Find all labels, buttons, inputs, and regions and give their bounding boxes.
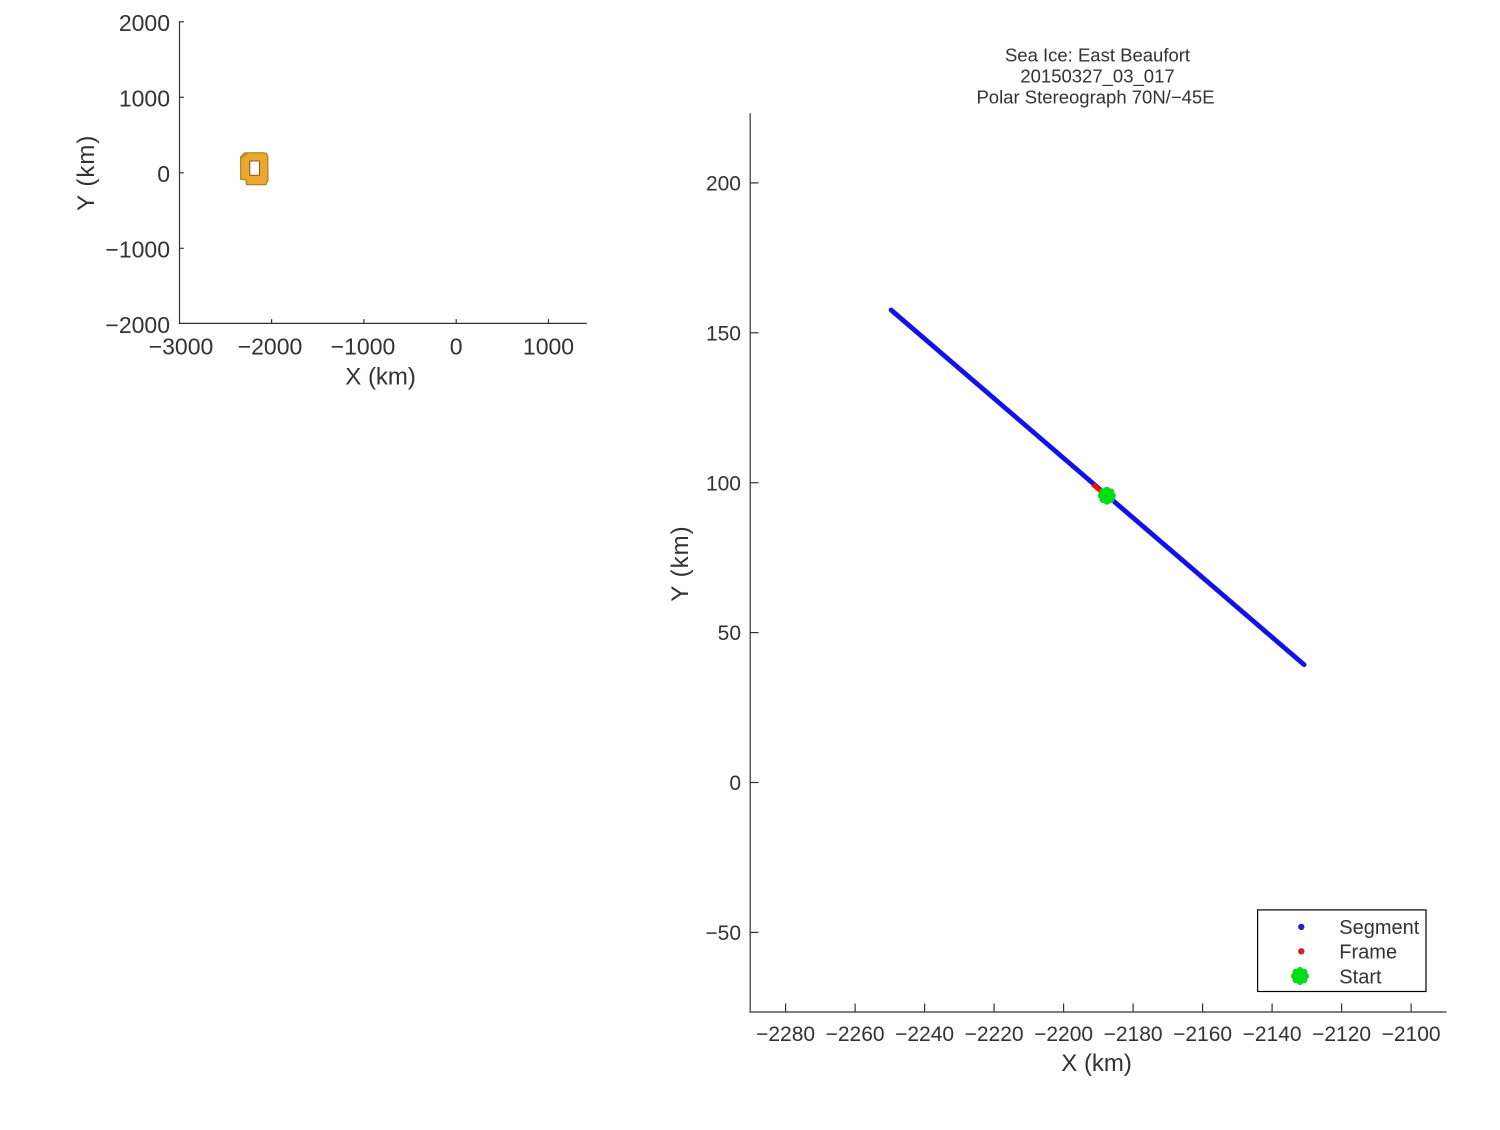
- svg-text:0: 0: [157, 161, 170, 187]
- svg-text:−2260: −2260: [826, 1023, 885, 1046]
- svg-text:−2200: −2200: [1034, 1023, 1093, 1046]
- svg-text:−2000: −2000: [105, 312, 170, 338]
- svg-text:−2160: −2160: [1173, 1023, 1232, 1046]
- svg-text:50: 50: [718, 622, 741, 645]
- svg-text:−1000: −1000: [331, 334, 396, 360]
- svg-text:−2280: −2280: [756, 1023, 815, 1046]
- svg-text:−2120: −2120: [1312, 1023, 1371, 1046]
- svg-text:−2000: −2000: [238, 334, 303, 360]
- svg-text:−3000: −3000: [149, 334, 214, 360]
- svg-text:1000: 1000: [523, 334, 574, 360]
- svg-text:20150327_03_017: 20150327_03_017: [1020, 66, 1174, 88]
- svg-text:0: 0: [729, 772, 741, 795]
- svg-text:2000: 2000: [119, 10, 170, 36]
- svg-text:−2140: −2140: [1243, 1023, 1302, 1046]
- svg-text:100: 100: [706, 472, 741, 495]
- svg-text:1000: 1000: [119, 86, 170, 112]
- svg-text:Start: Start: [1339, 966, 1382, 988]
- svg-text:Segment: Segment: [1339, 917, 1419, 939]
- svg-text:−2220: −2220: [965, 1023, 1024, 1046]
- svg-text:150: 150: [706, 322, 741, 345]
- svg-text:200: 200: [706, 173, 741, 196]
- svg-text:Polar Stereograph 70N/−45E: Polar Stereograph 70N/−45E: [976, 86, 1214, 107]
- svg-text:−2100: −2100: [1382, 1023, 1441, 1046]
- svg-text:Frame: Frame: [1339, 942, 1397, 964]
- svg-text:X (km): X (km): [345, 364, 416, 391]
- svg-text:Sea Ice: East Beaufort: Sea Ice: East Beaufort: [1005, 45, 1190, 66]
- svg-text:Y (km): Y (km): [667, 525, 694, 601]
- svg-text:Y (km): Y (km): [73, 135, 100, 211]
- svg-text:X (km): X (km): [1061, 1050, 1132, 1077]
- svg-text:−1000: −1000: [105, 237, 170, 263]
- svg-text:0: 0: [450, 334, 463, 360]
- svg-text:−2240: −2240: [895, 1023, 954, 1046]
- svg-text:−2180: −2180: [1104, 1023, 1163, 1046]
- svg-text:−50: −50: [705, 922, 741, 945]
